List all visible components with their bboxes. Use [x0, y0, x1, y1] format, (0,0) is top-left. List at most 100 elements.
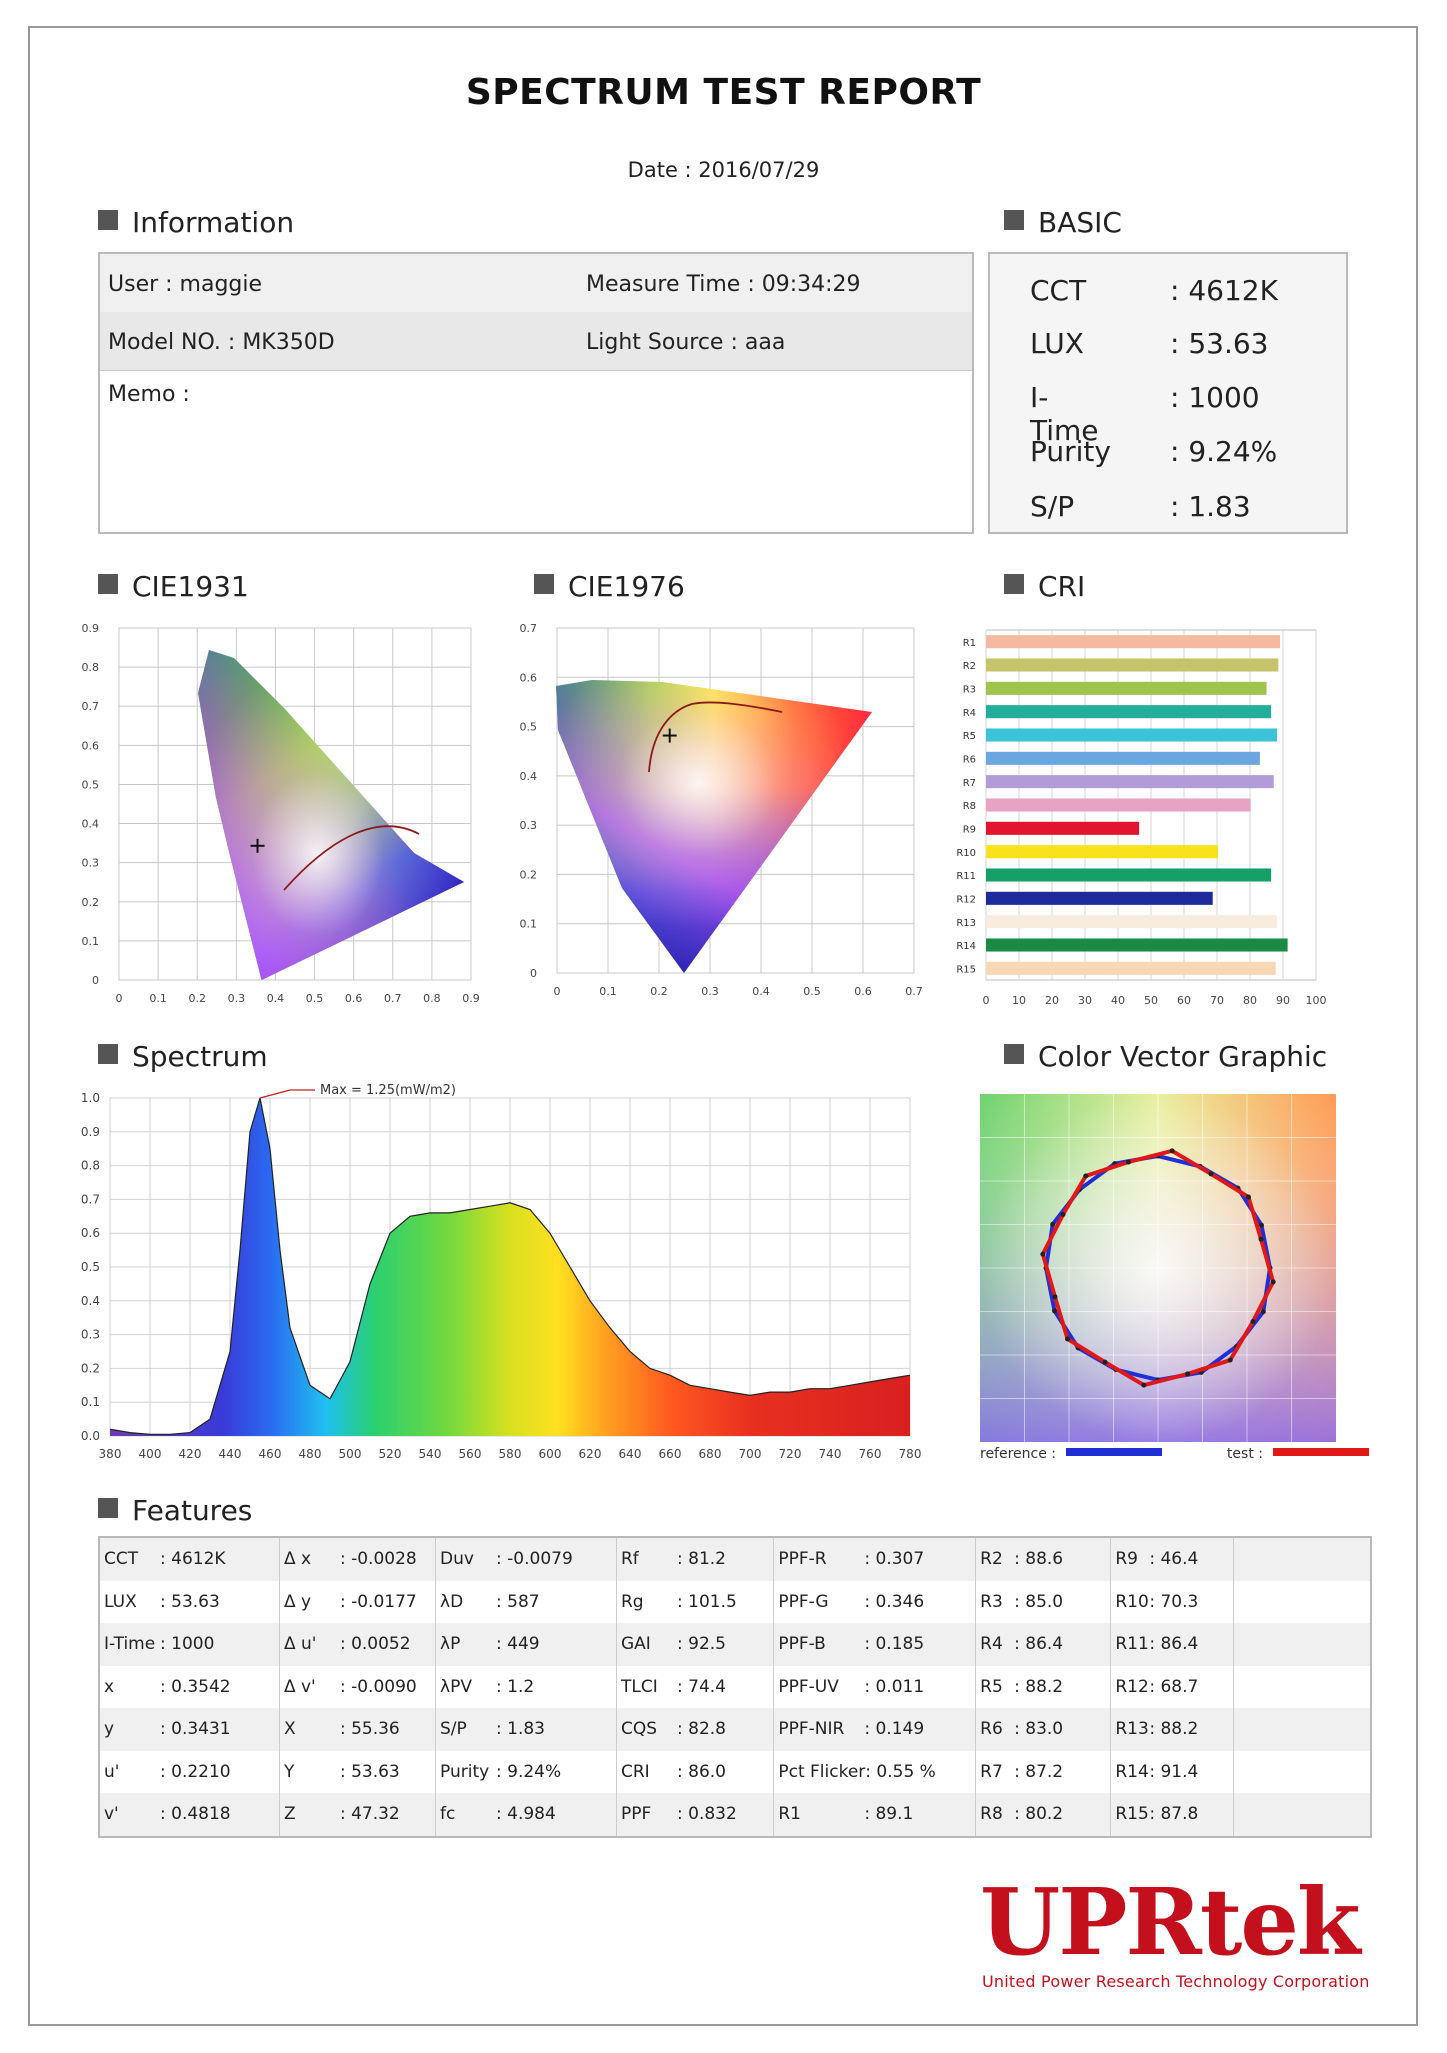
feature-value: : 85.0	[1014, 1591, 1064, 1612]
y-tick-label: 0.8	[81, 1159, 100, 1173]
feature-key: CQS	[621, 1719, 658, 1740]
feature-value: : 86.4	[1014, 1634, 1064, 1655]
information-heading: Information	[98, 206, 294, 239]
features-cell: CQS : 82.8	[616, 1708, 775, 1751]
x-tick-label: 440	[219, 1447, 242, 1461]
x-tick-label: 0.5	[306, 992, 324, 1005]
feature-key: R2	[980, 1549, 1003, 1570]
information-box: User : maggie Measure Time : 09:34:29 Mo…	[98, 252, 974, 534]
y-tick-label: 0.2	[520, 868, 538, 881]
feature-value: : 53.63	[160, 1591, 220, 1612]
feature-key: Δ u'	[283, 1634, 317, 1655]
feature-key: I-Time	[104, 1634, 156, 1655]
x-tick-label: 420	[179, 1447, 202, 1461]
y-tick-label: 0	[92, 974, 99, 987]
feature-key: X	[283, 1719, 296, 1740]
feature-key: R13	[1115, 1719, 1149, 1740]
cri-bar-R8	[986, 798, 1251, 812]
feature-key: v'	[104, 1804, 119, 1825]
x-tick-label: 0.2	[188, 992, 206, 1005]
y-tick-label: 0.2	[82, 896, 100, 909]
cri-bar-R7	[986, 775, 1274, 789]
feature-value: : 86.0	[677, 1761, 726, 1782]
feature-value: : 0.832	[677, 1804, 737, 1825]
cie1931-point-marker	[250, 838, 265, 853]
y-tick-label: 0.1	[82, 935, 100, 948]
light-source-field: Light Source : aaa	[586, 330, 786, 355]
cri-label-R4: R4	[963, 708, 976, 719]
features-cell: Rf: 81.2	[616, 1537, 775, 1581]
x-tick-label: 560	[459, 1447, 482, 1461]
cie1976-chart: 0 0.1 0.2 0.3 0.4 0.5 0.6 0.7 0 0.1 0.2 0.3 0.4 0.5 0.…	[520, 622, 923, 998]
features-cell: R10: 70.3	[1110, 1580, 1235, 1623]
max-annotation-label: Max = 1.25(mW/m2)	[320, 1083, 456, 1098]
features-row: u': 0.2210 Y: 53.63 Purity: 9.24% CRI: 86.0…	[99, 1750, 1372, 1793]
legend-test-label: test :	[1226, 1446, 1263, 1462]
cri-label-R15: R15	[956, 965, 976, 976]
feature-value: : 89.1	[864, 1804, 914, 1825]
x-tick-label: 760	[859, 1447, 882, 1461]
feature-key: fc	[440, 1804, 456, 1825]
spectrum-ticks: 380 400 420 440 460 480 500 520 540 560 580 600 620 6…	[81, 1091, 922, 1461]
section-square-icon	[1004, 1044, 1024, 1064]
features-cell-empty	[1233, 1537, 1372, 1581]
x-tick-label: 0	[983, 994, 990, 1007]
spectrum-heading: Spectrum	[98, 1040, 268, 1073]
x-tick-label: 740	[819, 1447, 842, 1461]
feature-key: CCT	[104, 1549, 139, 1570]
feature-key: PPF-B	[778, 1634, 826, 1655]
feature-value: : 0.346	[864, 1591, 925, 1612]
y-tick-label: 0.6	[82, 739, 100, 752]
feature-key: LUX	[104, 1591, 137, 1612]
feature-value: : 87.8	[1149, 1804, 1199, 1825]
x-tick-label: 640	[619, 1447, 642, 1461]
features-cell: Duv : -0.0079	[435, 1537, 617, 1581]
features-cell: y: 0.3431	[99, 1708, 280, 1751]
features-cell: PPF-NIR: 0.149	[773, 1708, 977, 1751]
feature-key: R10	[1115, 1591, 1149, 1612]
feature-value: : 0.55 %	[865, 1761, 936, 1782]
planckian-locus	[283, 825, 420, 891]
cri-bar-R1	[986, 635, 1281, 649]
features-cell: I-Time: 1000	[99, 1623, 280, 1666]
y-tick-label: 0.5	[520, 721, 538, 734]
x-tick-label: 20	[1045, 994, 1059, 1007]
x-tick-label: 460	[259, 1447, 282, 1461]
features-cell: R11: 86.4	[1110, 1623, 1235, 1666]
feature-value: : 55.36	[339, 1719, 400, 1740]
feature-value: : -0.0079	[496, 1549, 573, 1570]
feature-value: : 68.7	[1149, 1676, 1199, 1697]
cie1976-heading: CIE1976	[534, 570, 685, 603]
x-tick-label: 40	[1111, 994, 1125, 1007]
y-tick-label: 0.4	[520, 770, 538, 783]
features-cell-empty	[1233, 1793, 1372, 1837]
features-row: CCT: 4612K Δ x: -0.0028 Duv: -0.0079 Rf: 81…	[99, 1537, 1372, 1581]
features-cell: Δ x: -0.0028	[279, 1537, 437, 1581]
cvg-grid	[980, 1094, 1336, 1442]
feature-key: Duv	[440, 1549, 474, 1570]
features-cell-empty	[1233, 1580, 1372, 1623]
features-cell-empty	[1233, 1665, 1372, 1708]
features-cell: R13: 88.2	[1110, 1708, 1235, 1751]
x-tick-label: 0.7	[384, 992, 402, 1005]
features-cell: Y: 53.63	[279, 1750, 437, 1793]
cie1976-point-marker	[662, 728, 677, 743]
features-cell: S/P: 1.83	[435, 1708, 617, 1751]
user-field: User : maggie	[108, 272, 263, 297]
x-tick-label: 680	[699, 1447, 722, 1461]
feature-value: : 82.8	[677, 1719, 726, 1740]
feature-value: : 587	[496, 1591, 540, 1612]
features-cell: v': 0.4818	[99, 1793, 280, 1837]
feature-key: R5	[980, 1676, 1003, 1697]
x-tick-label: 0.4	[267, 992, 285, 1005]
feature-key: GAI	[621, 1634, 651, 1655]
features-cell: Δ v': -0.0090	[279, 1665, 437, 1708]
feature-value: : 1000	[160, 1634, 215, 1655]
x-tick-label: 380	[99, 1447, 122, 1461]
section-square-icon	[98, 1044, 118, 1064]
feature-value: : 88.2	[1014, 1676, 1064, 1697]
cri-bar-R10	[986, 845, 1218, 859]
feature-value: : 1.2	[496, 1676, 535, 1697]
spectrum-max-annotation: Max = 1.25(mW/m2)	[259, 1083, 456, 1099]
y-tick-label: 0.6	[81, 1226, 100, 1240]
